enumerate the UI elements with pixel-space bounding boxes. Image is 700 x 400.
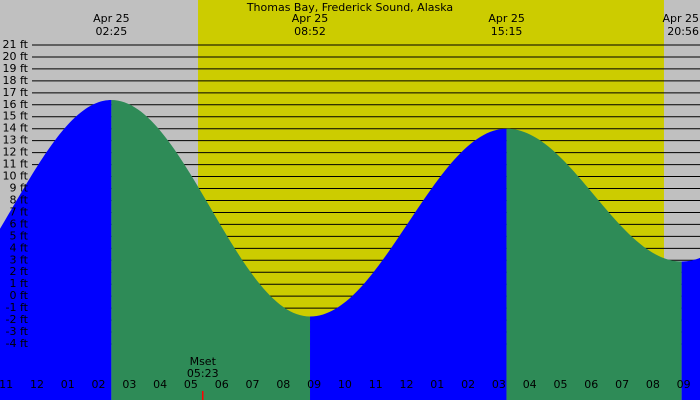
y-tick-label: 2 ft	[10, 265, 29, 278]
x-tick-label: 05	[184, 378, 198, 391]
x-tick-label: 08	[646, 378, 660, 391]
y-tick-label: 1 ft	[10, 277, 29, 290]
x-tick-label: 07	[246, 378, 260, 391]
y-tick-label: 16 ft	[3, 98, 29, 111]
y-tick-label: 5 ft	[10, 229, 29, 242]
chart-title: Thomas Bay, Frederick Sound, Alaska	[246, 1, 453, 14]
extreme-date: Apr 25	[488, 12, 525, 25]
x-tick-label: 07	[615, 378, 629, 391]
y-tick-label: 11 ft	[3, 158, 29, 171]
y-tick-label: 7 ft	[10, 205, 29, 218]
x-tick-label: 01	[430, 378, 444, 391]
y-tick-label: 13 ft	[3, 134, 29, 147]
y-tick-label: 12 ft	[3, 146, 29, 159]
x-tick-label: 04	[523, 378, 537, 391]
extreme-date: Apr 25	[292, 12, 329, 25]
y-tick-label: -1 ft	[6, 301, 29, 314]
extreme-date: Apr 25	[93, 12, 130, 25]
x-tick-label: 09	[307, 378, 321, 391]
x-tick-label: 01	[61, 378, 75, 391]
extreme-time: 08:52	[294, 25, 326, 38]
extreme-time: 15:15	[491, 25, 523, 38]
y-tick-label: 6 ft	[10, 217, 29, 230]
x-tick-label: 12	[400, 378, 414, 391]
y-tick-label: 19 ft	[3, 62, 29, 75]
x-tick-label: 11	[0, 378, 13, 391]
x-tick-label: 10	[338, 378, 352, 391]
tide-area	[0, 100, 700, 400]
y-tick-label: 20 ft	[3, 50, 29, 63]
falling-tide	[506, 128, 682, 400]
x-tick-label: 02	[461, 378, 475, 391]
x-tick-label: 03	[122, 378, 136, 391]
rising-tide	[681, 257, 700, 400]
extreme-time: 20:56	[667, 25, 699, 38]
x-tick-label: 04	[153, 378, 167, 391]
x-tick-label: 12	[30, 378, 44, 391]
moonset-label: Mset	[190, 355, 217, 368]
extreme-time: 02:25	[96, 25, 128, 38]
y-tick-label: -4 ft	[6, 337, 29, 350]
x-tick-label: 06	[215, 378, 229, 391]
y-tick-label: 21 ft	[3, 38, 29, 51]
y-tick-label: 18 ft	[3, 74, 29, 87]
y-tick-label: 15 ft	[3, 110, 29, 123]
y-tick-label: 14 ft	[3, 122, 29, 135]
x-tick-label: 06	[584, 378, 598, 391]
y-tick-label: -3 ft	[6, 325, 29, 338]
extreme-date: Apr 25	[662, 12, 699, 25]
x-tick-label: 05	[553, 378, 567, 391]
y-tick-label: 0 ft	[10, 289, 29, 302]
rising-tide	[310, 128, 507, 400]
x-tick-label: 03	[492, 378, 506, 391]
y-tick-label: 4 ft	[10, 241, 29, 254]
y-tick-label: -2 ft	[6, 313, 29, 326]
y-tick-label: 9 ft	[10, 182, 29, 195]
y-tick-label: 10 ft	[3, 170, 29, 183]
y-tick-label: 17 ft	[3, 86, 29, 99]
y-tick-label: 8 ft	[10, 193, 29, 206]
y-tick-label: 3 ft	[10, 253, 29, 266]
x-tick-label: 08	[276, 378, 290, 391]
x-tick-label: 11	[369, 378, 383, 391]
x-tick-label: 02	[92, 378, 106, 391]
rising-tide	[0, 100, 112, 400]
x-tick-label: 09	[677, 378, 691, 391]
falling-tide	[111, 100, 311, 400]
moonset-time: 05:23	[187, 367, 219, 380]
